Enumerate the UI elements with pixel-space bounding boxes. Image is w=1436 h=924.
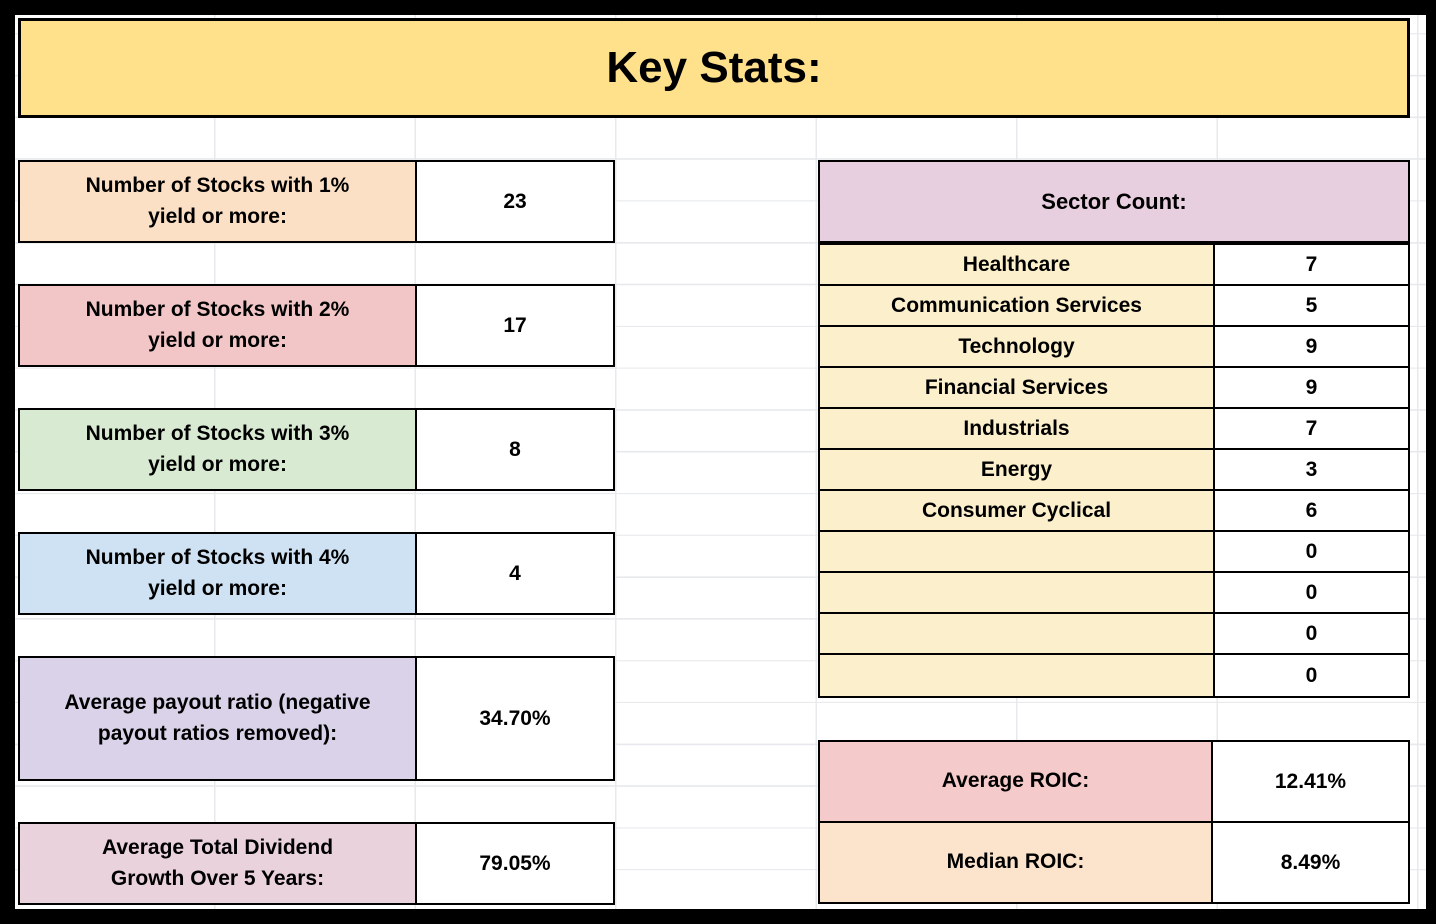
sector-value-cell[interactable]: 0: [1213, 573, 1408, 612]
sector-value-cell[interactable]: 0: [1213, 655, 1408, 696]
sector-row: 0: [820, 573, 1408, 614]
stat-label-cell[interactable]: Number of Stocks with 1% yield or more:: [18, 160, 417, 243]
stat-label-cell[interactable]: Number of Stocks with 4% yield or more:: [18, 532, 417, 615]
sector-value-cell[interactable]: 0: [1213, 532, 1408, 571]
stat-label-cell[interactable]: Number of Stocks with 2% yield or more:: [18, 284, 417, 367]
roic-value-cell[interactable]: 12.41%: [1213, 740, 1410, 823]
sector-row: 0: [820, 655, 1408, 696]
page-title[interactable]: Key Stats:: [18, 18, 1410, 118]
stat-box: Average payout ratio (negative payout ra…: [18, 656, 615, 781]
sector-label-cell[interactable]: [820, 614, 1213, 653]
sector-label-cell[interactable]: Healthcare: [820, 245, 1213, 284]
sector-row: Financial Services 9: [820, 368, 1408, 409]
sector-label-cell[interactable]: Technology: [820, 327, 1213, 366]
stat-value-cell[interactable]: 34.70%: [417, 656, 615, 781]
sector-label-cell[interactable]: [820, 655, 1213, 696]
roic-box: Median ROIC: 8.49%: [818, 821, 1410, 904]
stat-box: Number of Stocks with 3% yield or more: …: [18, 408, 615, 491]
sector-value-cell[interactable]: 5: [1213, 286, 1408, 325]
stat-label-cell[interactable]: Number of Stocks with 3% yield or more:: [18, 408, 417, 491]
stat-value-cell[interactable]: 79.05%: [417, 822, 615, 905]
sector-value-cell[interactable]: 3: [1213, 450, 1408, 489]
stat-value-cell[interactable]: 17: [417, 284, 615, 367]
stat-box: Number of Stocks with 1% yield or more: …: [18, 160, 615, 243]
sector-value-cell[interactable]: 7: [1213, 409, 1408, 448]
sector-row: 0: [820, 532, 1408, 573]
stat-value-cell[interactable]: 23: [417, 160, 615, 243]
stat-value-cell[interactable]: 4: [417, 532, 615, 615]
roic-box: Average ROIC: 12.41%: [818, 740, 1410, 823]
sector-row: Energy 3: [820, 450, 1408, 491]
sector-label-cell[interactable]: Communication Services: [820, 286, 1213, 325]
sector-row: 0: [820, 614, 1408, 655]
stat-box: Average Total Dividend Growth Over 5 Yea…: [18, 822, 615, 905]
stat-label-cell[interactable]: Average payout ratio (negative payout ra…: [18, 656, 417, 781]
sector-value-cell[interactable]: 0: [1213, 614, 1408, 653]
stat-value-cell[interactable]: 8: [417, 408, 615, 491]
sector-count-table: Healthcare 7 Communication Services 5 Te…: [818, 243, 1410, 698]
roic-label-cell[interactable]: Average ROIC:: [818, 740, 1213, 823]
sector-value-cell[interactable]: 9: [1213, 327, 1408, 366]
sector-label-cell[interactable]: Financial Services: [820, 368, 1213, 407]
sector-row: Healthcare 7: [820, 245, 1408, 286]
sector-label-cell[interactable]: Energy: [820, 450, 1213, 489]
spreadsheet-canvas: Key Stats: Number of Stocks with 1% yiel…: [15, 15, 1426, 909]
sector-row: Industrials 7: [820, 409, 1408, 450]
stat-box: Number of Stocks with 4% yield or more: …: [18, 532, 615, 615]
sector-row: Communication Services 5: [820, 286, 1408, 327]
sector-label-cell[interactable]: [820, 573, 1213, 612]
sector-value-cell[interactable]: 7: [1213, 245, 1408, 284]
roic-label-cell[interactable]: Median ROIC:: [818, 821, 1213, 904]
sector-value-cell[interactable]: 6: [1213, 491, 1408, 530]
sector-label-cell[interactable]: Consumer Cyclical: [820, 491, 1213, 530]
sector-label-cell[interactable]: Industrials: [820, 409, 1213, 448]
stat-box: Number of Stocks with 2% yield or more: …: [18, 284, 615, 367]
sector-count-header[interactable]: Sector Count:: [818, 160, 1410, 243]
stat-label-cell[interactable]: Average Total Dividend Growth Over 5 Yea…: [18, 822, 417, 905]
sector-row: Consumer Cyclical 6: [820, 491, 1408, 532]
sector-row: Technology 9: [820, 327, 1408, 368]
sector-value-cell[interactable]: 9: [1213, 368, 1408, 407]
sector-label-cell[interactable]: [820, 532, 1213, 571]
roic-value-cell[interactable]: 8.49%: [1213, 821, 1410, 904]
